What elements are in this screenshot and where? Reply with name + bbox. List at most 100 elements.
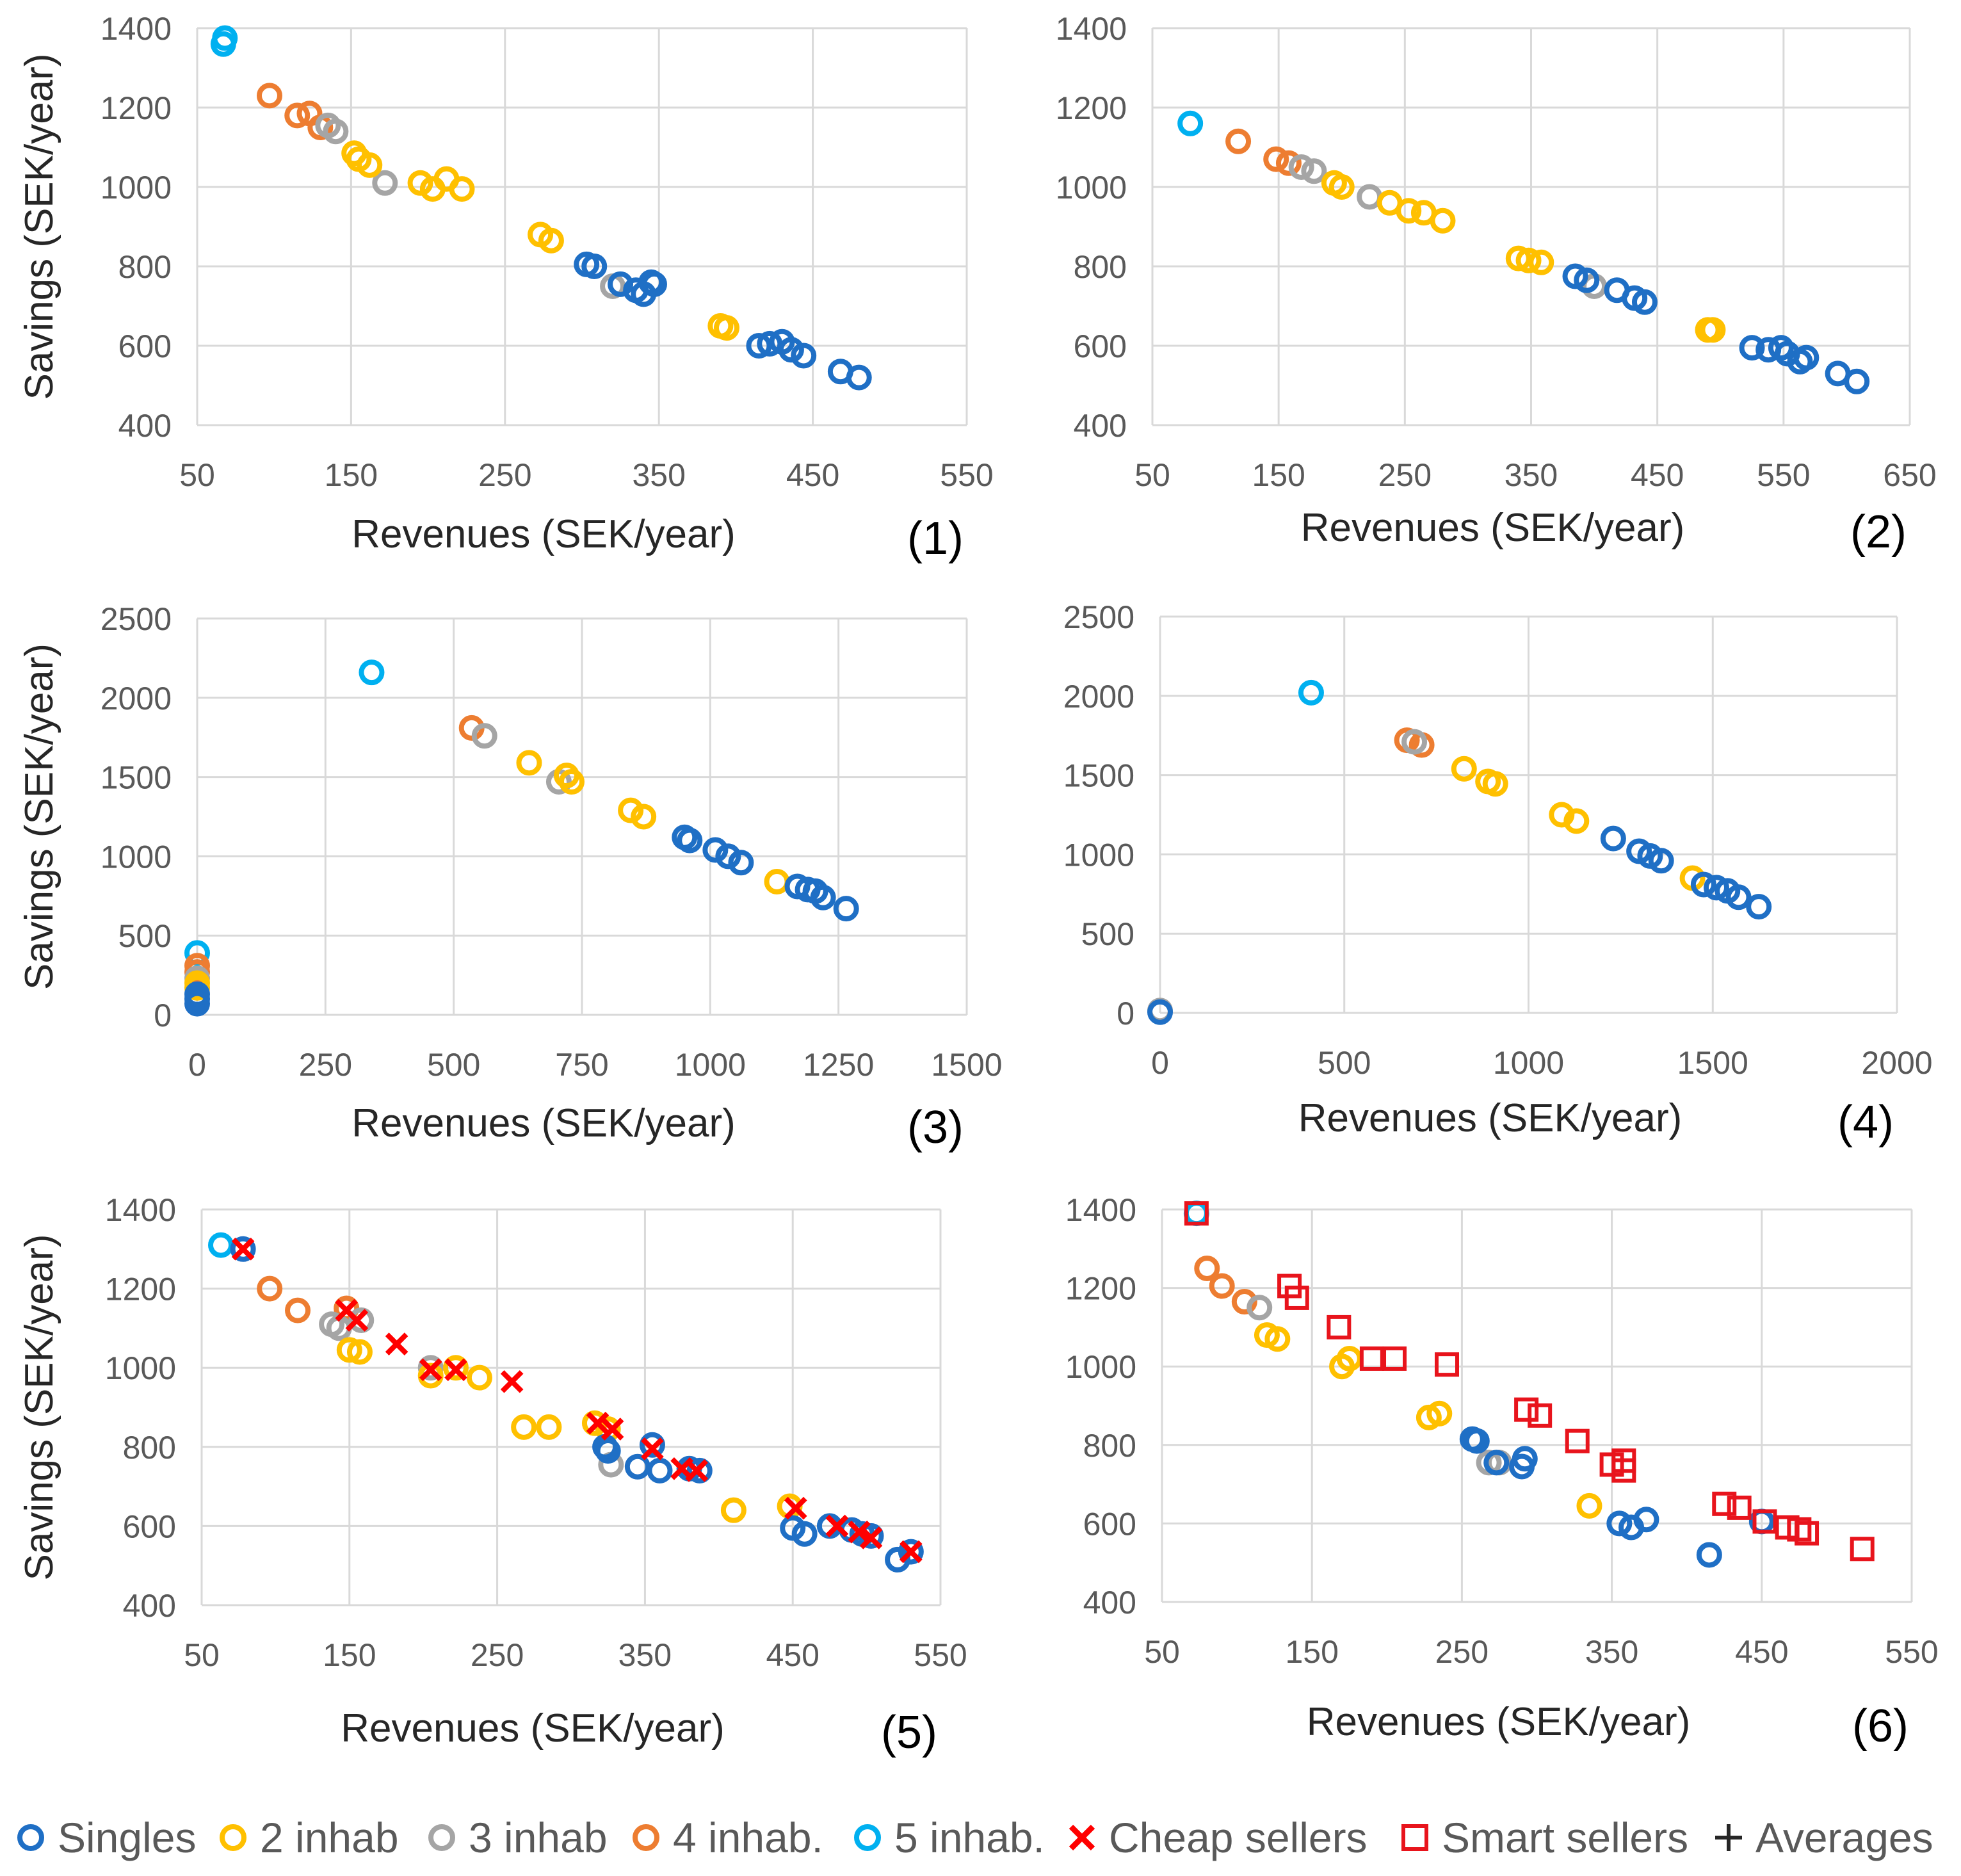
data-point-singles xyxy=(746,333,772,359)
data-point-singles xyxy=(595,1437,621,1464)
data-point-singles xyxy=(1739,335,1765,361)
data-point-singles xyxy=(184,991,210,1017)
data-point-inhab4 xyxy=(285,1297,311,1323)
y-tick-label: 800 xyxy=(123,1430,176,1466)
data-point-smart-seller xyxy=(1850,1537,1875,1562)
y-tick-label: 1200 xyxy=(1056,90,1127,126)
y-tick-label: 1500 xyxy=(1063,758,1134,794)
data-point-inhab2 xyxy=(558,769,585,795)
data-point-smart-seller xyxy=(1327,1314,1352,1339)
data-point-inhab3 xyxy=(1247,1295,1273,1321)
data-point-inhab3 xyxy=(372,170,398,196)
x-tick-label: 150 xyxy=(323,1637,376,1673)
data-point-singles xyxy=(702,837,729,863)
data-point-cheap-seller xyxy=(444,1358,467,1382)
data-point-inhab2 xyxy=(631,804,657,830)
data-point-inhab4 xyxy=(1194,1255,1220,1281)
y-tick-label: 800 xyxy=(1074,249,1127,285)
data-point-singles xyxy=(230,1236,256,1262)
data-point-singles xyxy=(639,1432,665,1458)
data-point-inhab2 xyxy=(1515,247,1542,273)
data-point-singles xyxy=(1512,1446,1538,1472)
data-point-inhab2 xyxy=(1528,249,1554,275)
x-tick-label: 450 xyxy=(1631,457,1684,493)
data-point-inhab5 xyxy=(1298,679,1324,706)
data-point-smart-seller xyxy=(1712,1491,1737,1516)
data-point-singles xyxy=(728,850,754,876)
data-point-singles xyxy=(1704,875,1730,901)
data-point-inhab2 xyxy=(442,1355,469,1381)
data-point-smart-seller xyxy=(1752,1509,1777,1534)
legend-label: 4 inhab. xyxy=(673,1814,823,1861)
x-tick-label: 250 xyxy=(478,457,531,493)
x-tick-label: 350 xyxy=(632,457,685,493)
data-point-smart-seller xyxy=(1514,1397,1539,1422)
x-tick-label: 250 xyxy=(471,1637,524,1673)
x-tick-label: 2000 xyxy=(1861,1045,1932,1081)
data-point-inhab3 xyxy=(471,723,497,749)
x-axis-title: Revenues (SEK/year) xyxy=(341,1706,725,1751)
circle-icon xyxy=(220,1824,246,1851)
x-tick-label: 0 xyxy=(188,1047,206,1083)
data-point-cheap-seller xyxy=(231,1237,255,1261)
legend-item-inhab4: 4 inhab. xyxy=(633,1814,823,1861)
data-point-singles xyxy=(1562,263,1588,289)
x-tick-label: 50 xyxy=(1144,1634,1180,1670)
data-point-inhab2 xyxy=(1264,1326,1291,1352)
data-point-singles xyxy=(833,896,859,922)
y-tick-label: 500 xyxy=(118,918,172,954)
data-point-cheap-seller xyxy=(385,1332,408,1355)
x-axis-title: Revenues (SEK/year) xyxy=(351,512,736,556)
x-tick-label: 500 xyxy=(427,1047,480,1083)
y-tick-label: 500 xyxy=(1081,916,1134,952)
data-point-inhab2 xyxy=(407,170,433,196)
y-axis-title: Savings (SEK/year) xyxy=(17,1234,61,1581)
data-point-cheap-seller xyxy=(848,1520,871,1544)
chart-panel-1: 50 150 250 350 450 550 400 600 800 1000 1200 1400 Re… xyxy=(17,11,994,564)
y-tick-label: 400 xyxy=(1074,408,1127,444)
y-tick-label: 1400 xyxy=(105,1192,176,1228)
data-point-singles xyxy=(846,364,872,391)
data-point-inhab4 xyxy=(1263,146,1289,172)
y-tick-label: 1400 xyxy=(1056,11,1127,47)
data-point-inhab2 xyxy=(511,1414,537,1440)
y-tick-label: 600 xyxy=(118,328,172,364)
data-point-inhab5 xyxy=(1177,110,1204,136)
data-point-inhab4 xyxy=(1231,1289,1257,1315)
x-tick-label: 1500 xyxy=(1677,1045,1748,1081)
data-point-inhab2 xyxy=(1505,245,1531,271)
y-tick-label: 1400 xyxy=(101,11,172,47)
x-tick-label: 350 xyxy=(1505,457,1558,493)
panel-label: (1) xyxy=(907,513,964,564)
data-point-inhab2 xyxy=(1426,1400,1453,1427)
data-point-singles xyxy=(1483,1450,1510,1476)
data-point-inhab2 xyxy=(713,315,739,341)
data-point-inhab3 xyxy=(348,1307,375,1334)
data-point-inhab2 xyxy=(357,152,383,178)
data-point-cheap-seller xyxy=(586,1411,609,1435)
data-point-singles xyxy=(1793,344,1820,371)
circle-icon xyxy=(633,1824,659,1851)
data-point-inhab3 xyxy=(1288,154,1314,180)
data-point-singles xyxy=(1633,1507,1659,1533)
y-axis-title: Savings (SEK/year) xyxy=(17,54,61,400)
x-tick-label: 1500 xyxy=(931,1047,1002,1083)
data-point-smart-seller xyxy=(1787,1517,1812,1542)
circle-icon xyxy=(428,1824,455,1851)
panel-label: (5) xyxy=(881,1707,937,1758)
x-tick-label: 150 xyxy=(1252,457,1305,493)
data-point-inhab2 xyxy=(1396,198,1422,224)
data-point-inhab4 xyxy=(1275,150,1302,176)
data-point-inhab2 xyxy=(1563,808,1590,834)
x-tick-label: 1000 xyxy=(1493,1045,1564,1081)
legend-label: 3 inhab xyxy=(469,1814,608,1861)
data-point-singles xyxy=(1648,848,1674,874)
data-point-inhab5 xyxy=(1183,1201,1209,1227)
x-tick-label: 450 xyxy=(766,1637,819,1673)
data-point-inhab2 xyxy=(1482,771,1508,797)
data-point-smart-seller xyxy=(1359,1346,1384,1371)
data-point-cheap-seller xyxy=(601,1418,624,1441)
data-point-singles xyxy=(791,343,817,369)
data-point-inhab2 xyxy=(1700,317,1726,343)
data-point-singles xyxy=(898,1539,924,1565)
